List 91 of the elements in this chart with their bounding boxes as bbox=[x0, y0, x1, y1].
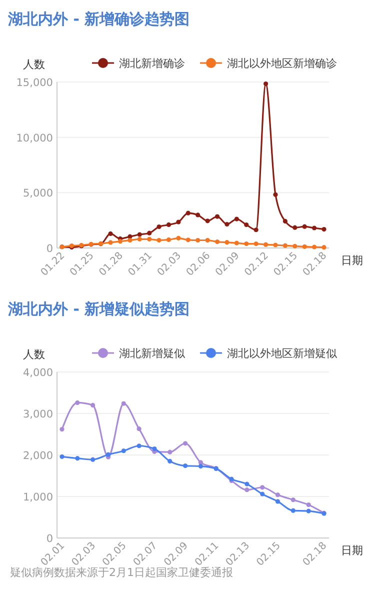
point bbox=[128, 238, 132, 243]
point bbox=[60, 454, 64, 459]
point bbox=[182, 463, 188, 468]
point bbox=[90, 457, 96, 462]
point bbox=[182, 441, 188, 446]
point bbox=[282, 218, 288, 224]
point bbox=[234, 240, 239, 246]
point bbox=[322, 245, 326, 250]
point bbox=[156, 224, 162, 230]
point bbox=[176, 220, 181, 224]
point bbox=[244, 222, 249, 228]
point bbox=[282, 243, 288, 248]
y-tick-label: 1,000 bbox=[22, 492, 53, 504]
point bbox=[224, 240, 230, 245]
y-tick-label: 3,000 bbox=[22, 408, 53, 420]
point bbox=[147, 230, 152, 236]
point bbox=[302, 224, 307, 229]
point bbox=[254, 241, 258, 246]
point bbox=[121, 401, 126, 406]
point bbox=[108, 231, 113, 236]
point bbox=[306, 502, 311, 508]
y-tick-label: 5,000 bbox=[22, 188, 53, 200]
point bbox=[106, 452, 111, 457]
point bbox=[273, 242, 278, 248]
point bbox=[166, 222, 172, 228]
point bbox=[292, 244, 298, 248]
point bbox=[275, 492, 280, 498]
y-tick-label: 2,000 bbox=[22, 450, 53, 462]
point bbox=[244, 488, 250, 492]
point bbox=[198, 464, 204, 469]
point bbox=[168, 458, 172, 464]
point bbox=[244, 241, 249, 246]
point bbox=[137, 236, 142, 242]
point bbox=[137, 232, 142, 237]
point bbox=[290, 508, 296, 513]
legend-label: 湖北以外地区新增疑似 bbox=[227, 347, 337, 360]
point bbox=[260, 492, 265, 496]
point bbox=[306, 508, 311, 514]
x-axis-title: 日期 bbox=[341, 254, 363, 267]
point bbox=[136, 444, 142, 448]
chart-title: 湖北内外 - 新增疑似趋势图 bbox=[7, 300, 190, 318]
chart-title: 湖北内外 - 新增确诊趋势图 bbox=[7, 10, 190, 28]
point bbox=[290, 498, 296, 502]
point bbox=[263, 81, 268, 86]
point bbox=[224, 222, 230, 227]
x-axis-title: 日期 bbox=[341, 544, 363, 557]
point bbox=[292, 225, 298, 230]
point bbox=[136, 426, 142, 432]
point bbox=[75, 400, 80, 406]
point bbox=[60, 426, 64, 432]
point bbox=[234, 216, 239, 222]
point bbox=[108, 240, 113, 245]
point bbox=[186, 238, 190, 242]
point bbox=[168, 450, 172, 454]
point bbox=[263, 242, 268, 247]
point bbox=[322, 226, 326, 232]
point bbox=[90, 402, 96, 408]
legend-label: 湖北新增确诊 bbox=[119, 57, 185, 70]
y-tick-label: 0 bbox=[46, 243, 53, 255]
point bbox=[302, 244, 307, 249]
y-axis-title: 人数 bbox=[23, 58, 45, 71]
point bbox=[273, 192, 278, 197]
text: 疑似病例数据来源于2月1日起国家卫健委通报 bbox=[10, 566, 233, 579]
point bbox=[166, 237, 172, 242]
y-tick-label: 15,000 bbox=[16, 77, 53, 89]
point bbox=[312, 244, 317, 250]
legend-label: 湖北以外地区新增确诊 bbox=[227, 57, 337, 70]
point bbox=[196, 238, 200, 243]
legend-label: 湖北新增疑似 bbox=[119, 347, 185, 360]
point bbox=[118, 239, 123, 244]
point bbox=[196, 212, 200, 218]
point bbox=[75, 456, 80, 461]
point bbox=[244, 482, 250, 486]
y-tick-label: 0 bbox=[46, 533, 53, 545]
y-tick-label: 4,000 bbox=[22, 367, 53, 379]
point bbox=[205, 218, 210, 224]
point bbox=[176, 236, 181, 240]
point bbox=[186, 210, 190, 216]
point bbox=[260, 485, 265, 490]
point bbox=[156, 238, 162, 243]
point bbox=[147, 236, 152, 242]
point bbox=[275, 499, 280, 504]
y-axis-title: 人数 bbox=[23, 348, 45, 361]
point bbox=[214, 240, 220, 244]
point bbox=[121, 448, 126, 454]
y-tick-label: 10,000 bbox=[16, 132, 53, 144]
point bbox=[254, 228, 258, 232]
point bbox=[205, 238, 210, 243]
point bbox=[312, 226, 317, 230]
point bbox=[214, 214, 220, 219]
point bbox=[152, 446, 157, 452]
